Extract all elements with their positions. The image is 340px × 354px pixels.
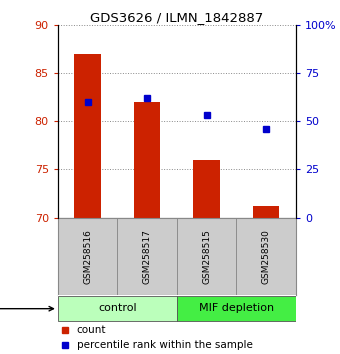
Text: MIF depletion: MIF depletion <box>199 303 274 313</box>
Bar <box>177 218 236 295</box>
Text: GSM258530: GSM258530 <box>261 229 271 284</box>
Bar <box>236 218 296 295</box>
Text: GSM258517: GSM258517 <box>142 229 152 284</box>
Text: GSM258516: GSM258516 <box>83 229 92 284</box>
Bar <box>58 218 117 295</box>
Text: GSM258515: GSM258515 <box>202 229 211 284</box>
Text: percentile rank within the sample: percentile rank within the sample <box>77 340 253 350</box>
Bar <box>177 296 296 321</box>
Bar <box>58 296 177 321</box>
Bar <box>74 54 101 218</box>
Bar <box>253 206 279 218</box>
Bar <box>117 218 177 295</box>
Bar <box>134 102 160 218</box>
Text: count: count <box>77 325 106 335</box>
Text: protocol: protocol <box>0 304 53 314</box>
Text: control: control <box>98 303 137 313</box>
Title: GDS3626 / ILMN_1842887: GDS3626 / ILMN_1842887 <box>90 11 264 24</box>
Bar <box>193 160 220 218</box>
